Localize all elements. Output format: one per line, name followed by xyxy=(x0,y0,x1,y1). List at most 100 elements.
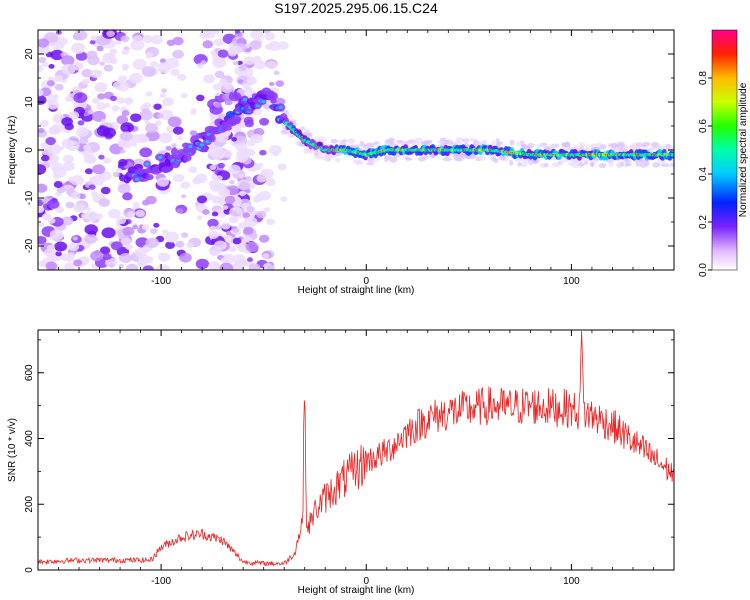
spectrogram-noise-blob xyxy=(38,183,48,193)
spectrogram-noise-blob xyxy=(197,215,203,220)
colorbar-gradient xyxy=(711,29,738,271)
spectrogram-halo-blob xyxy=(598,162,607,169)
spectrogram-noise-blob xyxy=(122,226,135,236)
spectrogram-ridge-core xyxy=(278,105,283,110)
spectrogram-ridge-blob xyxy=(161,166,171,174)
spectrogram-halo-blob xyxy=(388,137,395,144)
spectrogram-halo-blob xyxy=(335,158,341,163)
spectrogram-noise-blob xyxy=(214,102,222,109)
spectrogram-noise-blob xyxy=(278,41,289,50)
spectrogram-ridge-core xyxy=(188,145,193,149)
spectrogram-noise-blob xyxy=(213,38,224,46)
spectrogram-halo-blob xyxy=(652,162,661,168)
spectrogram-noise-blob xyxy=(77,120,85,126)
spectrogram-noise-blob xyxy=(177,135,184,141)
spectrogram-noise-blob xyxy=(162,97,175,107)
spectrogram-noise-blob xyxy=(170,68,180,77)
colorbar-label: Normalized spectral amplitude xyxy=(738,82,749,217)
spectrogram-ridge-blob xyxy=(270,98,277,104)
spectrogram-halo-blob xyxy=(287,113,292,118)
y-tick-label: 400 xyxy=(24,430,35,447)
spectrogram-noise-blob xyxy=(90,250,104,262)
spectrogram-noise-blob xyxy=(41,61,49,68)
snr-panel: -100 0 100 0 200 400 600 Height of straight li… xyxy=(7,329,675,596)
spectrogram-noise-blob xyxy=(212,57,227,68)
snr-frame xyxy=(37,329,675,571)
spectrogram-noise-blob xyxy=(202,209,210,215)
spectrogram-noise-blob xyxy=(132,58,147,70)
spectrogram-noise-blob xyxy=(64,262,75,270)
spectrogram-noise-blob xyxy=(253,163,262,170)
spectrogram-noise-blob xyxy=(172,126,184,135)
spectrogram-x-axis-label: Height of straight line (km) xyxy=(298,285,415,296)
spectrogram-halo-blob xyxy=(578,142,586,148)
spectrogram-halo-blob xyxy=(590,143,597,147)
spectrogram-noise-blob xyxy=(207,218,219,228)
spectrogram-halo-blob xyxy=(624,160,630,163)
spectrogram-noise-blob xyxy=(81,212,89,219)
spectrogram-noise-blob xyxy=(53,181,63,188)
spectrogram-halo-blob xyxy=(317,151,323,156)
spectrogram-halo-blob xyxy=(589,162,594,166)
spectrogram-noise-blob xyxy=(55,173,61,178)
spectrogram-noise-blob xyxy=(188,166,198,174)
spectrogram-noise-blob xyxy=(177,73,187,81)
x-tick-label: 0 xyxy=(363,576,369,587)
spectrogram-noise-blob xyxy=(203,74,216,84)
spectrogram-noise-blob xyxy=(56,186,65,194)
spectrogram-noise-blob xyxy=(81,78,90,85)
spectrogram-noise-blob xyxy=(41,146,53,156)
spectrogram-noise-blob xyxy=(62,154,74,164)
spectrogram-noise-blob xyxy=(231,227,242,236)
spectrogram-noise-blob xyxy=(130,113,142,122)
snr-series-line xyxy=(38,330,674,567)
spectrogram-ridge-blob xyxy=(225,111,235,119)
spectrogram-noise-blob xyxy=(82,149,94,158)
spectrogram-noise-blob xyxy=(265,43,273,50)
spectrogram-noise-blob xyxy=(243,226,254,235)
spectrogram-noise-blob xyxy=(92,164,106,175)
spectrogram-noise-blob xyxy=(84,168,93,175)
spectrogram-noise-blob xyxy=(129,72,143,84)
spectrogram-noise-blob xyxy=(238,190,247,197)
spectrogram-noise-blob xyxy=(142,199,150,206)
spectrogram-noise-blob xyxy=(165,145,172,151)
spectrogram-noise-blob xyxy=(237,79,244,84)
spectrogram-noise-blob xyxy=(72,236,78,241)
spectrogram-halo-blob xyxy=(309,149,314,154)
spectrogram-halo-blob xyxy=(337,139,344,144)
spectrogram-noise-blob xyxy=(211,195,222,204)
spectrogram-noise-blob xyxy=(99,246,111,255)
spectrogram-noise-blob xyxy=(254,60,266,70)
spectrogram-noise-blob xyxy=(61,63,76,75)
spectrogram-noise-blob xyxy=(45,137,56,146)
spectrogram-ridge-blob xyxy=(266,91,278,101)
spectrogram-noise-blob xyxy=(269,145,282,155)
snr-x-axis-label: Height of straight line (km) xyxy=(298,585,415,596)
spectrogram-noise-blob xyxy=(179,252,192,263)
spectrogram-noise-blob xyxy=(116,97,125,104)
spectrogram-halo-blob xyxy=(564,147,572,151)
spectrogram-noise-blob xyxy=(250,133,263,144)
spectrogram-noise-blob xyxy=(231,137,238,142)
spectrogram-noise-blob xyxy=(158,132,173,144)
spectrogram-halo-blob xyxy=(639,162,648,168)
spectrogram-noise-blob xyxy=(47,76,55,82)
spectrogram-halo-blob xyxy=(427,139,433,144)
spectrogram-halo-blob xyxy=(347,138,356,145)
spectrogram-ridge-core xyxy=(199,143,204,147)
spectrogram-noise-blob xyxy=(159,92,167,98)
spectrogram-noise-blob xyxy=(100,186,111,195)
spectrogram-noise-blob xyxy=(125,263,139,270)
spectrogram-noise-blob xyxy=(120,149,126,154)
spectrogram-noise-blob xyxy=(122,126,128,131)
spectrogram-noise-blob xyxy=(156,264,170,270)
spectrogram-noise-blob xyxy=(45,261,58,270)
spectrogram-noise-blob xyxy=(38,222,45,227)
spectrogram-halo-blob xyxy=(583,160,589,165)
spectrogram-noise-blob xyxy=(73,203,86,213)
spectrogram-noise-blob xyxy=(159,109,173,121)
spectrogram-noise-blob xyxy=(259,149,267,156)
spectrogram-noise-blob xyxy=(190,110,197,115)
spectrogram-noise-blob xyxy=(110,241,123,251)
